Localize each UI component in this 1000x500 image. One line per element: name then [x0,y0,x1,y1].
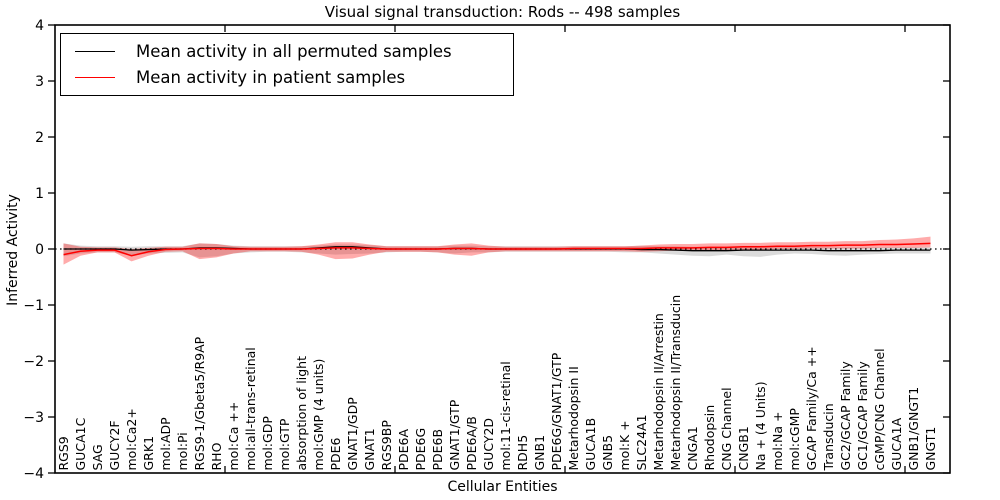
svg-text:GCAP Family/Ca ++: GCAP Family/Ca ++ [804,346,819,470]
svg-text:Metarhodopsin II: Metarhodopsin II [566,366,581,470]
svg-text:GC1/GCAP Family: GC1/GCAP Family [855,361,870,471]
svg-text:PDE6A: PDE6A [396,428,411,470]
svg-text:CNG Channel: CNG Channel [719,387,734,470]
svg-text:GNB1: GNB1 [532,435,547,471]
svg-text:mol:ADP: mol:ADP [158,417,173,471]
svg-text:−1: −1 [23,298,44,314]
svg-text:GNAT1/GTP: GNAT1/GTP [447,399,462,470]
svg-text:mol:Na +: mol:Na + [770,412,785,471]
legend: Mean activity in all permuted samples Me… [60,33,514,96]
svg-text:3: 3 [35,74,44,90]
svg-text:mol:GDP: mol:GDP [260,416,275,471]
svg-text:PDE6B: PDE6B [430,429,445,471]
svg-text:2: 2 [35,130,44,146]
y-axis-ticks: 4 3 2 1 0 −1 −2 −3 −4 [23,18,950,482]
chart-title: Visual signal transduction: Rods -- 498 … [324,3,681,21]
legend-label-permuted: Mean activity in all permuted samples [136,41,452,61]
svg-text:RGS9: RGS9 [56,436,71,470]
svg-text:mol:Pi: mol:Pi [175,432,190,470]
svg-text:GNB5: GNB5 [600,435,615,471]
svg-text:GNGT1: GNGT1 [923,427,938,471]
svg-text:cGMP/CNG Channel: cGMP/CNG Channel [872,348,887,470]
svg-text:Metarhodopsin II/Transducin: Metarhodopsin II/Transducin [668,295,683,471]
svg-text:Metarhodopsin II/Arrestin: Metarhodopsin II/Arrestin [651,313,666,470]
svg-text:CNGB1: CNGB1 [736,426,751,470]
svg-text:CNGA1: CNGA1 [685,426,700,470]
svg-text:Na + (4 Units): Na + (4 Units) [753,381,768,470]
svg-text:SAG: SAG [90,444,105,470]
svg-text:GC2/GCAP Family: GC2/GCAP Family [838,361,853,471]
svg-text:mol:Ca ++: mol:Ca ++ [226,402,241,471]
svg-text:−3: −3 [23,410,44,426]
svg-text:GNAT1: GNAT1 [362,428,377,470]
legend-item-permuted: Mean activity in all permuted samples [75,42,513,61]
svg-text:GUCA1A: GUCA1A [889,417,904,470]
x-axis-ticks [224,25,906,473]
svg-text:GNAT1/GDP: GNAT1/GDP [345,397,360,471]
category-labels: RGS9 GUCA1C SAG GUCY2F mol:Ca2+ GRK1 mol:ADP mo… [56,295,938,472]
svg-text:RHO: RHO [209,442,224,470]
svg-text:mol:GMP (4 units): mol:GMP (4 units) [311,359,326,471]
svg-text:mol:K +: mol:K + [617,420,632,470]
svg-text:SLC24A1: SLC24A1 [634,414,649,470]
svg-text:mol:11-cis-retinal: mol:11-cis-retinal [498,361,513,470]
svg-text:PDE6: PDE6 [328,437,343,470]
legend-item-patient: Mean activity in patient samples [75,68,513,87]
svg-text:Transducin: Transducin [821,403,836,471]
legend-label-patient: Mean activity in patient samples [136,68,406,88]
svg-text:GRK1: GRK1 [141,436,156,471]
permuted-line-swatch [75,50,115,52]
svg-text:mol:cGMP: mol:cGMP [787,408,802,471]
svg-text:1: 1 [35,186,44,202]
svg-text:RGS9BP: RGS9BP [379,420,394,471]
patient-mean-line [63,242,931,257]
svg-text:mol:Ca2+: mol:Ca2+ [124,408,139,470]
svg-text:absorption of light: absorption of light [294,356,309,471]
svg-text:PDE6A/B: PDE6A/B [464,416,479,470]
svg-text:PDE6G: PDE6G [413,428,428,471]
svg-text:GUCA1B: GUCA1B [583,418,598,471]
svg-text:mol:GTP: mol:GTP [277,418,292,470]
patient-line-swatch [75,77,115,79]
svg-text:GNB1/GNGT1: GNB1/GNGT1 [906,387,921,471]
svg-text:Rhodopsin: Rhodopsin [702,405,717,471]
svg-text:−2: −2 [23,354,44,370]
svg-text:RGS9-1/Gbeta5/R9AP: RGS9-1/Gbeta5/R9AP [192,336,207,470]
svg-text:GUCA1C: GUCA1C [73,417,88,470]
svg-text:PDE6G/GNAT1/GTP: PDE6G/GNAT1/GTP [549,352,564,470]
svg-text:4: 4 [35,18,44,34]
svg-text:RDH5: RDH5 [515,435,530,471]
y-axis-label: Inferred Activity [5,194,21,306]
svg-text:−4: −4 [23,466,44,482]
patient-band [63,236,931,265]
svg-text:mol:all-trans-retinal: mol:all-trans-retinal [243,347,258,470]
svg-text:GUCY2F: GUCY2F [107,420,122,470]
x-axis-label: Cellular Entities [447,479,558,495]
svg-text:GUCY2D: GUCY2D [481,418,496,471]
svg-text:0: 0 [35,242,44,258]
